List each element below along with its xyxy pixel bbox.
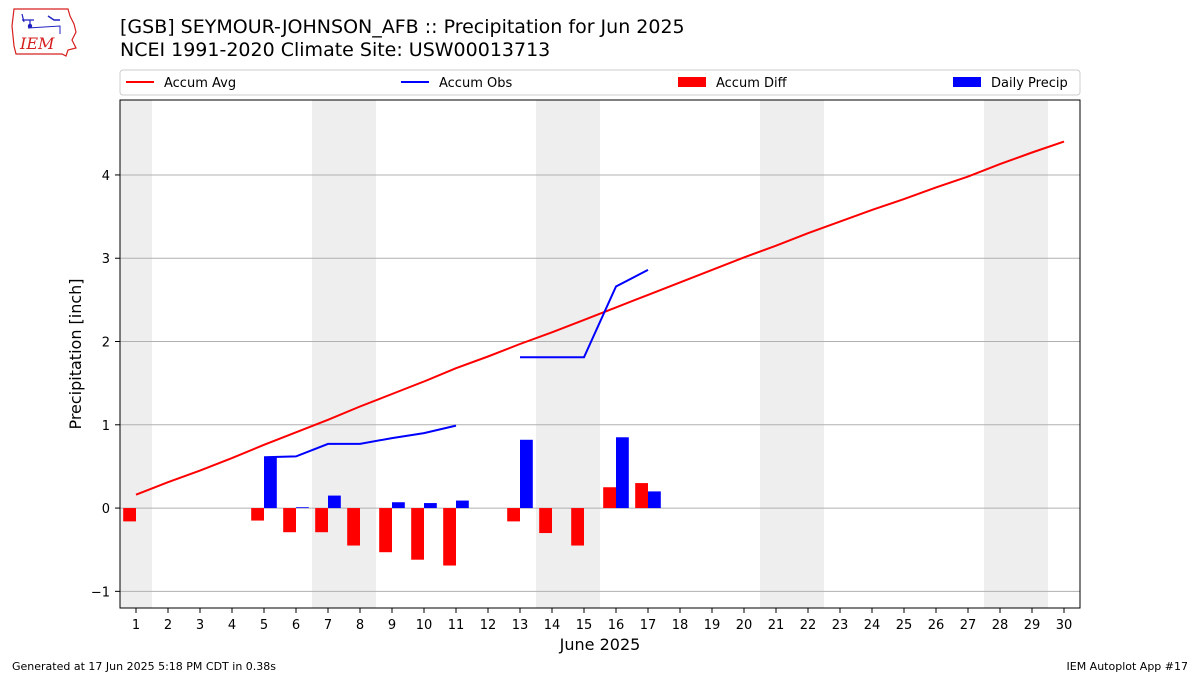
app-footer: IEM Autoplot App #17 (1066, 660, 1189, 673)
accum-diff-bar (571, 508, 584, 546)
daily-precip-bar (456, 500, 469, 509)
daily-precip-bar (424, 503, 437, 509)
accum-avg-line (135, 140, 1065, 496)
y-tick-label: 2 (102, 336, 110, 351)
accum-diff-bar (123, 508, 136, 522)
iem-logo: IEM (11, 8, 77, 57)
x-tick-label: 15 (576, 618, 593, 633)
legend-label: Daily Precip (991, 76, 1068, 91)
accum-diff-bar (507, 508, 520, 522)
weekend-band (760, 100, 792, 608)
x-tick-label: 14 (544, 618, 561, 633)
daily-precip-bar (296, 507, 309, 509)
accum-diff-bar (603, 487, 616, 509)
accum-diff-bar (315, 508, 328, 533)
x-tick-label: 24 (864, 618, 881, 633)
accum-obs-line (263, 424, 457, 459)
x-tick-label: 1 (132, 618, 140, 633)
generated-footer: Generated at 17 Jun 2025 5:18 PM CDT in … (12, 660, 277, 673)
y-tick-label: 3 (102, 252, 110, 267)
daily-precip-bar (264, 457, 277, 509)
accum-diff-bar (411, 508, 424, 560)
daily-precip-bar (328, 495, 341, 509)
weekend-band (984, 100, 1016, 608)
x-tick-label: 12 (480, 618, 497, 633)
y-tick-label: 4 (102, 169, 110, 184)
legend-swatch-bar (678, 77, 706, 87)
x-tick-label: 18 (672, 618, 689, 633)
weekend-band (792, 100, 824, 608)
x-tick-label: 17 (640, 618, 657, 633)
weekend-band (536, 100, 568, 608)
daily-precip-bar (520, 439, 533, 509)
legend-label: Accum Diff (716, 76, 788, 91)
daily-precip-bar (648, 491, 661, 509)
accum-diff-bar (443, 508, 456, 566)
x-tick-label: 5 (260, 618, 268, 633)
x-tick-label: 9 (388, 618, 396, 633)
accum-diff-bar (347, 508, 360, 546)
accum-diff-bar (635, 483, 648, 509)
weekend-band (568, 100, 600, 608)
chart-subtitle: NCEI 1991-2020 Climate Site: USW00013713 (120, 39, 551, 61)
x-tick-label: 26 (928, 618, 945, 633)
chart-title: [GSB] SEYMOUR-JOHNSON_AFB :: Precipitati… (120, 16, 685, 38)
legend-swatch-bar (953, 77, 981, 87)
x-tick-label: 30 (1056, 618, 1073, 633)
y-tick-label: 1 (102, 419, 110, 434)
accum-diff-bar (539, 508, 552, 534)
legend-label: Accum Obs (439, 76, 512, 91)
x-tick-label: 28 (992, 618, 1009, 633)
weekend-band (344, 100, 376, 608)
x-tick-label: 7 (324, 618, 332, 633)
x-tick-label: 19 (704, 618, 721, 633)
y-tick-label: −1 (91, 585, 110, 600)
y-tick-label: 0 (102, 502, 110, 517)
weekend-band (120, 100, 152, 608)
accum-diff-bar (379, 508, 392, 553)
x-tick-label: 27 (960, 618, 977, 633)
accum-diff-bar (283, 508, 296, 533)
x-tick-label: 3 (196, 618, 204, 633)
x-tick-label: 22 (800, 618, 817, 633)
x-axis-label: June 2025 (559, 635, 641, 654)
x-tick-label: 16 (608, 618, 625, 633)
x-tick-label: 2 (164, 618, 172, 633)
x-tick-label: 6 (292, 618, 300, 633)
x-tick-label: 21 (768, 618, 785, 633)
x-tick-label: 23 (832, 618, 849, 633)
x-tick-label: 20 (736, 618, 753, 633)
plot-frame (119, 99, 1081, 609)
legend-box (119, 69, 1081, 96)
accum-obs-line (520, 269, 649, 359)
weekend-band (312, 100, 344, 608)
x-tick-label: 13 (512, 618, 529, 633)
y-axis-label: Precipitation [inch] (66, 278, 85, 429)
x-tick-label: 11 (448, 618, 465, 633)
x-tick-label: 8 (356, 618, 364, 633)
legend-label: Accum Avg (164, 76, 236, 91)
daily-precip-bar (392, 502, 405, 509)
daily-precip-bar (616, 437, 629, 509)
weekend-band (1016, 100, 1048, 608)
x-tick-label: 4 (228, 618, 236, 633)
iem-logo-text: IEM (19, 34, 55, 53)
x-tick-label: 29 (1024, 618, 1041, 633)
accum-diff-bar (251, 508, 264, 521)
x-tick-label: 10 (416, 618, 433, 633)
x-tick-label: 25 (896, 618, 913, 633)
